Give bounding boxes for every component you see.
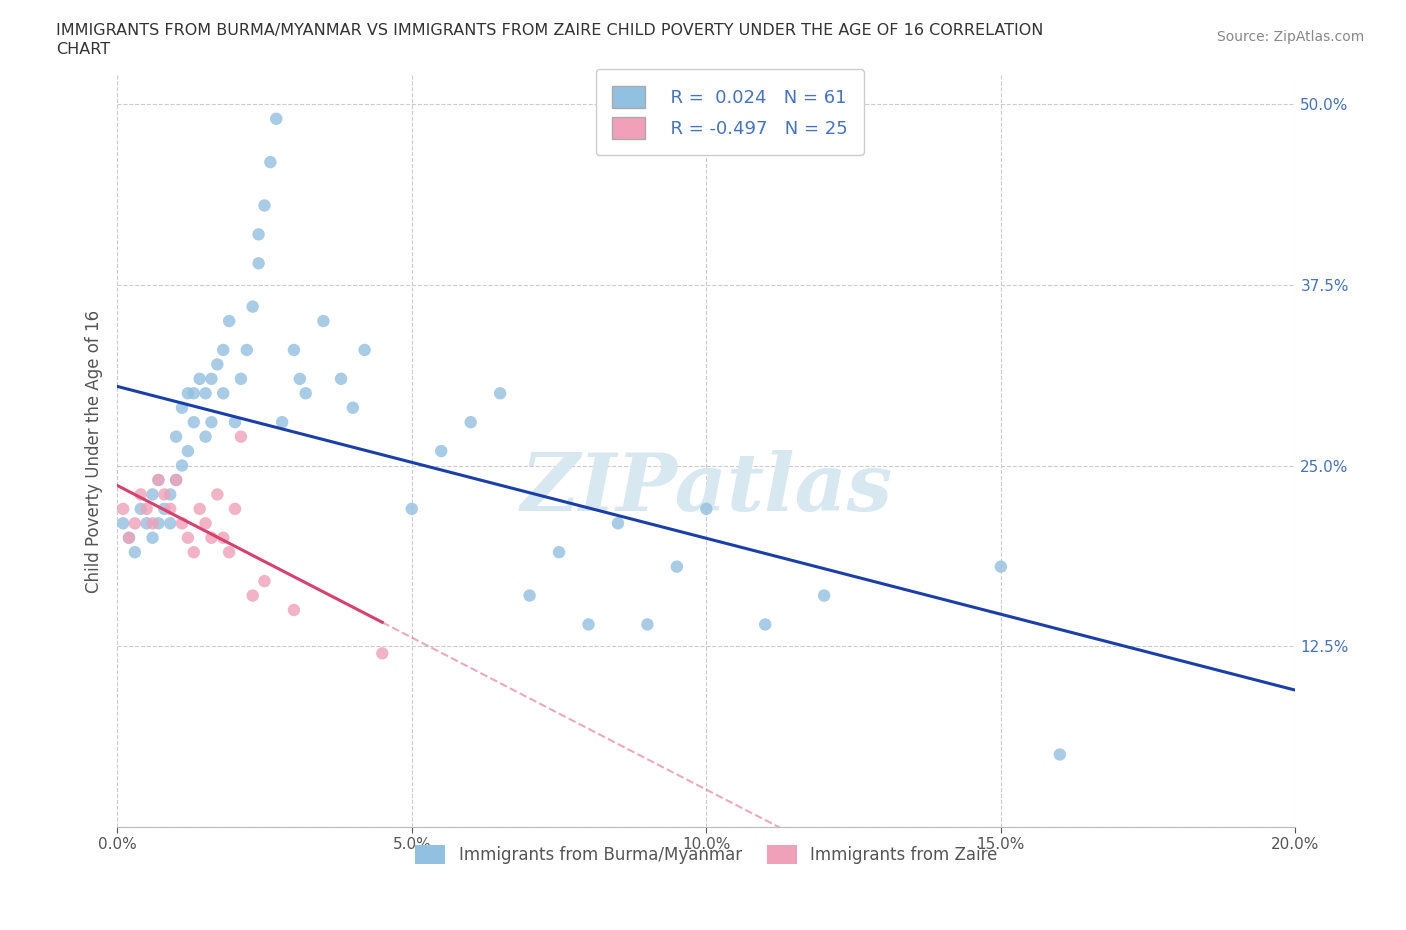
Point <box>188 501 211 516</box>
Point <box>135 501 157 516</box>
Point <box>990 559 1012 574</box>
Point <box>141 487 163 502</box>
Point <box>177 386 200 401</box>
Point <box>371 646 394 661</box>
Point <box>129 487 152 502</box>
Point <box>312 313 335 328</box>
Point <box>148 472 170 487</box>
Point <box>170 458 193 473</box>
Point <box>135 516 157 531</box>
Point <box>1049 747 1071 762</box>
Point <box>141 516 163 531</box>
Point <box>283 342 305 357</box>
Point <box>283 603 305 618</box>
Point <box>636 617 658 631</box>
Point <box>229 429 252 444</box>
Point <box>813 588 835 603</box>
Text: ZIPatlas: ZIPatlas <box>520 450 893 527</box>
Point <box>194 429 217 444</box>
Point <box>212 386 235 401</box>
Point <box>141 530 163 545</box>
Point <box>165 472 187 487</box>
Point <box>264 112 287 126</box>
Point <box>242 299 264 314</box>
Point <box>177 444 200 458</box>
Point <box>342 400 364 415</box>
Point <box>224 415 246 430</box>
Point <box>253 574 276 589</box>
Point <box>578 617 600 631</box>
Point <box>118 530 141 545</box>
Point <box>330 371 353 386</box>
Point <box>165 429 187 444</box>
Text: Source: ZipAtlas.com: Source: ZipAtlas.com <box>1216 30 1364 44</box>
Point <box>401 501 423 516</box>
Point <box>218 313 240 328</box>
Point <box>148 472 170 487</box>
Point <box>112 516 135 531</box>
Point <box>353 342 375 357</box>
Point <box>288 371 311 386</box>
Point <box>665 559 688 574</box>
Text: IMMIGRANTS FROM BURMA/MYANMAR VS IMMIGRANTS FROM ZAIRE CHILD POVERTY UNDER THE A: IMMIGRANTS FROM BURMA/MYANMAR VS IMMIGRA… <box>56 23 1043 38</box>
Point <box>177 530 200 545</box>
Point <box>242 588 264 603</box>
Legend: Immigrants from Burma/Myanmar, Immigrants from Zaire: Immigrants from Burma/Myanmar, Immigrant… <box>409 838 1004 871</box>
Point <box>218 545 240 560</box>
Point <box>112 501 135 516</box>
Point <box>118 530 141 545</box>
Point <box>188 371 211 386</box>
Point <box>124 516 146 531</box>
Point <box>200 530 222 545</box>
Point <box>148 516 170 531</box>
Point <box>159 487 181 502</box>
Point <box>607 516 630 531</box>
Y-axis label: Child Poverty Under the Age of 16: Child Poverty Under the Age of 16 <box>86 310 103 592</box>
Point <box>247 227 270 242</box>
Point <box>548 545 571 560</box>
Point <box>165 472 187 487</box>
Point <box>695 501 717 516</box>
Point <box>124 545 146 560</box>
Point <box>183 415 205 430</box>
Point <box>153 501 176 516</box>
Point <box>519 588 541 603</box>
Point <box>224 501 246 516</box>
Point <box>754 617 776 631</box>
Point <box>170 400 193 415</box>
Point <box>212 530 235 545</box>
Point <box>294 386 316 401</box>
Point <box>212 342 235 357</box>
Point <box>183 386 205 401</box>
Point <box>247 256 270 271</box>
Point <box>253 198 276 213</box>
Point <box>207 487 229 502</box>
Point <box>159 501 181 516</box>
Point <box>489 386 512 401</box>
Point <box>153 487 176 502</box>
Point <box>194 386 217 401</box>
Point <box>183 545 205 560</box>
Point <box>159 516 181 531</box>
Point <box>271 415 294 430</box>
Point <box>200 371 222 386</box>
Point <box>170 516 193 531</box>
Text: CHART: CHART <box>56 42 110 57</box>
Point <box>229 371 252 386</box>
Point <box>129 501 152 516</box>
Point <box>194 516 217 531</box>
Point <box>200 415 222 430</box>
Point <box>430 444 453 458</box>
Point <box>259 154 281 169</box>
Point <box>460 415 482 430</box>
Point <box>207 357 229 372</box>
Point <box>236 342 259 357</box>
